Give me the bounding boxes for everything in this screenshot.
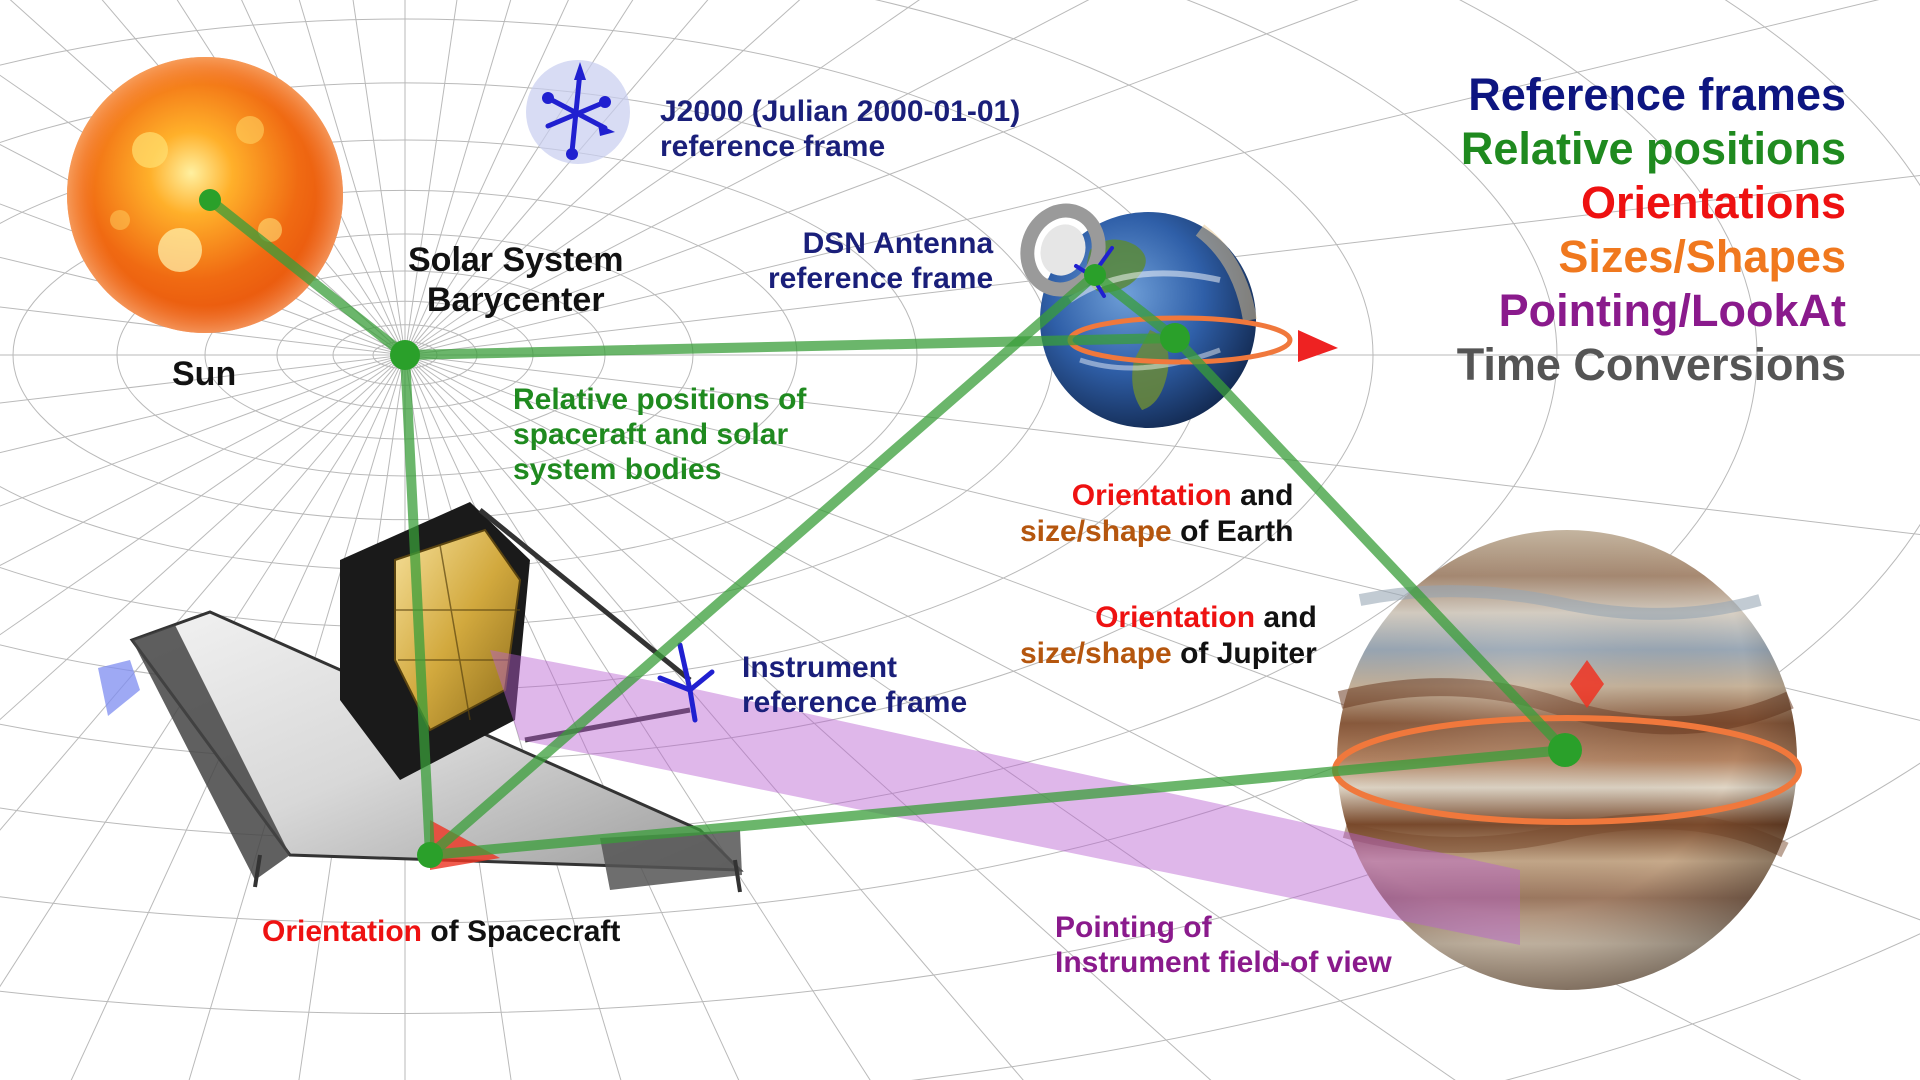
- jupiter-of-word: of Jupiter: [1171, 637, 1317, 670]
- dsn-label-line1: DSN Antenna: [802, 227, 994, 260]
- legend-reference-frames: Reference frames: [1468, 69, 1846, 120]
- earth-center-node: [1160, 323, 1190, 353]
- spacecraft-of-word: of Spacecraft: [422, 915, 621, 948]
- instrument-frame-label: Instrument reference frame: [742, 650, 967, 720]
- earth-label-line1: Orientation and: [1020, 478, 1294, 514]
- spacecraft-node: [417, 842, 443, 868]
- dsn-label-line2: reference frame: [768, 262, 994, 295]
- spacecraft-orientation-label: Orientation of Spacecraft: [262, 914, 620, 950]
- j2000-frame-icon: [526, 60, 630, 164]
- earth-orientation-arrow: [1298, 330, 1338, 362]
- j2000-label-line1: J2000 (Julian 2000-01-01): [660, 95, 1021, 128]
- earth-orientation-word: Orientation: [1071, 479, 1232, 512]
- earth-label-line2: size/shape of Earth: [1020, 514, 1293, 550]
- jupiter-orientation-word: Orientation: [1095, 601, 1256, 634]
- sun-center-node: [199, 189, 221, 211]
- jupiter-size-word: size/shape: [1020, 637, 1172, 670]
- legend: Reference frames Relative positions Orie…: [1457, 68, 1846, 392]
- j2000-label: J2000 (Julian 2000-01-01) reference fram…: [660, 94, 1020, 164]
- jupiter-label-line1: Orientation and: [1020, 600, 1317, 636]
- spacecraft-orientation-word: Orientation: [262, 915, 423, 948]
- dsn-node: [1084, 264, 1106, 286]
- legend-relative-positions: Relative positions: [1460, 123, 1846, 174]
- earth-of-word: of Earth: [1171, 515, 1294, 548]
- legend-time-conversions: Time Conversions: [1456, 339, 1846, 390]
- pointing-label: Pointing of Instrument field-of view: [1055, 910, 1392, 980]
- relative-positions-label: Relative positions of spaceraft and sola…: [513, 382, 806, 487]
- barycenter-label: Solar System Barycenter: [408, 240, 623, 320]
- earth-orientation-label: Orientation and size/shape of Earth: [1020, 478, 1293, 550]
- position-nodes: [199, 189, 1582, 868]
- legend-orientations: Orientations: [1580, 177, 1846, 228]
- relpos-line3: system bodies: [513, 453, 722, 486]
- jupiter-center-node: [1548, 733, 1582, 767]
- jupiter-label-line2: size/shape of Jupiter: [1020, 636, 1317, 672]
- barycenter-node: [390, 340, 420, 370]
- instrument-frame-icon: [657, 642, 715, 723]
- sun-label: Sun: [172, 355, 237, 393]
- instrument-label-line2: reference frame: [742, 686, 968, 719]
- instrument-label-line1: Instrument: [742, 651, 898, 684]
- spacecraft: [98, 502, 744, 893]
- earth-and-word: and: [1231, 479, 1294, 512]
- pointing-label-line1: Pointing of: [1055, 911, 1212, 944]
- earth-size-word: size/shape: [1020, 515, 1172, 548]
- barycenter-label-line1: Solar System: [408, 241, 624, 279]
- dsn-label: DSN Antenna reference frame: [768, 226, 993, 296]
- relpos-line2: spaceraft and solar: [513, 418, 789, 451]
- pointing-label-line2: Instrument field-of view: [1055, 946, 1392, 979]
- relpos-line1: Relative positions of: [513, 383, 807, 416]
- legend-sizes-shapes: Sizes/Shapes: [1558, 231, 1846, 282]
- barycenter-label-line2: Barycenter: [426, 281, 605, 319]
- legend-pointing-lookat: Pointing/LookAt: [1498, 285, 1846, 336]
- j2000-label-line2: reference frame: [660, 130, 886, 163]
- jupiter-and-word: and: [1255, 601, 1317, 634]
- position-vectors: [205, 195, 1570, 860]
- jupiter-orientation-label: Orientation and size/shape of Jupiter: [1020, 600, 1317, 672]
